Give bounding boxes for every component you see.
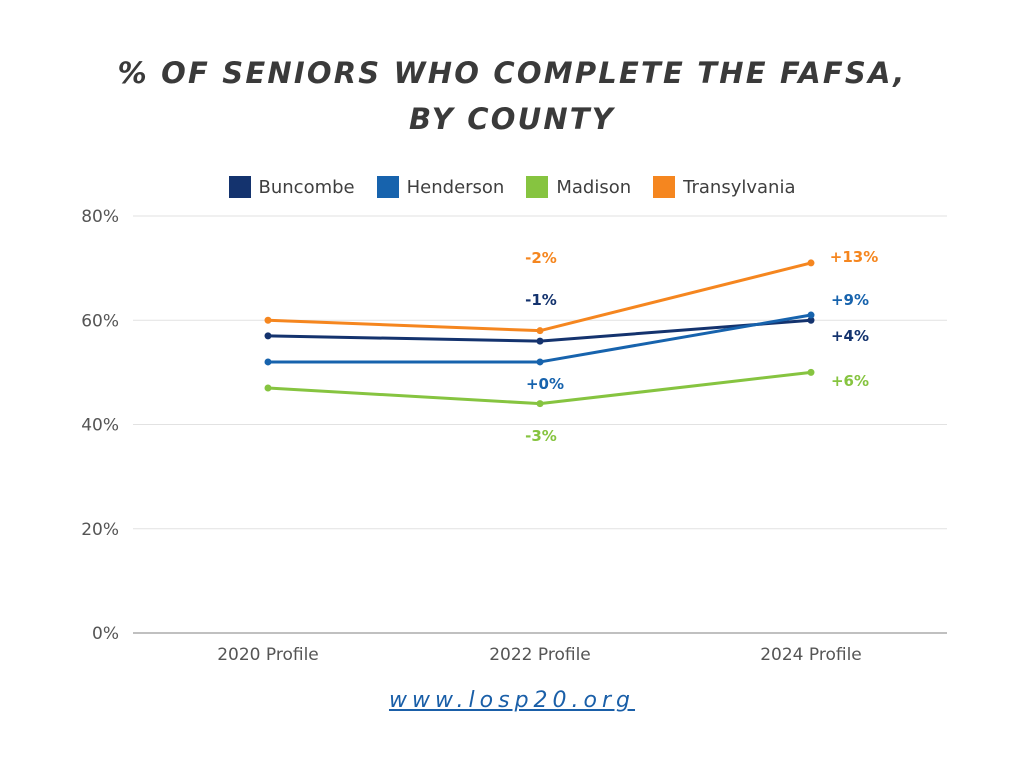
data-label-transylvania: +13% bbox=[830, 248, 878, 266]
data-point-buncombe bbox=[264, 332, 272, 340]
legend-swatch-henderson bbox=[376, 176, 399, 198]
data-point-buncombe bbox=[807, 316, 815, 324]
data-label-henderson: +9% bbox=[831, 291, 869, 309]
data-label-buncombe: -1% bbox=[525, 291, 557, 309]
y-tick-label: 20% bbox=[81, 520, 119, 540]
legend-item-transylvania: Transylvania bbox=[653, 176, 795, 198]
x-tick-label: 2024 Profile bbox=[760, 645, 862, 665]
data-point-henderson bbox=[264, 358, 272, 366]
legend-item-buncombe: Buncombe bbox=[228, 176, 355, 198]
x-tick-label: 2022 Profile bbox=[489, 645, 591, 665]
y-tick-label: 0% bbox=[92, 624, 119, 644]
y-tick-label: 40% bbox=[81, 416, 119, 436]
x-tick-label: 2020 Profile bbox=[217, 645, 319, 665]
data-point-transylvania bbox=[536, 327, 544, 335]
data-point-transylvania bbox=[264, 316, 272, 324]
data-point-henderson bbox=[536, 358, 544, 366]
data-point-transylvania bbox=[807, 259, 815, 267]
legend-swatch-buncombe bbox=[228, 176, 251, 198]
data-point-madison bbox=[807, 368, 815, 376]
y-tick-label: 60% bbox=[81, 311, 119, 331]
legend-label-buncombe: Buncombe bbox=[258, 176, 355, 198]
y-tick-label: 80% bbox=[81, 207, 119, 227]
legend-label-madison: Madison bbox=[556, 176, 632, 198]
data-point-madison bbox=[264, 384, 272, 392]
legend-label-transylvania: Transylvania bbox=[683, 176, 796, 198]
data-label-madison: +6% bbox=[831, 372, 869, 390]
legend-swatch-madison bbox=[526, 176, 549, 198]
legend-label-henderson: Henderson bbox=[406, 176, 505, 198]
data-point-henderson bbox=[807, 311, 815, 319]
legend-swatch-transylvania bbox=[653, 176, 676, 198]
data-label-madison: -3% bbox=[525, 427, 557, 445]
legend-item-madison: Madison bbox=[526, 176, 631, 198]
legend: Buncombe Henderson Madison Transylvania bbox=[0, 176, 1024, 198]
chart-title: % OF SENIORS WHO COMPLETE THE FAFSA, BY … bbox=[0, 50, 1024, 142]
data-point-madison bbox=[536, 400, 544, 408]
data-label-buncombe: +4% bbox=[831, 327, 869, 345]
data-label-transylvania: -2% bbox=[525, 249, 557, 267]
data-label-henderson: +0% bbox=[526, 375, 564, 393]
chart-title-line2: BY COUNTY bbox=[409, 102, 615, 136]
website-link[interactable]: www.losp20.org bbox=[388, 688, 636, 713]
legend-item-henderson: Henderson bbox=[376, 176, 505, 198]
data-point-buncombe bbox=[536, 337, 544, 345]
chart-title-line1: % OF SENIORS WHO COMPLETE THE FAFSA, bbox=[117, 56, 907, 90]
footer: www.losp20.org bbox=[0, 688, 1024, 713]
